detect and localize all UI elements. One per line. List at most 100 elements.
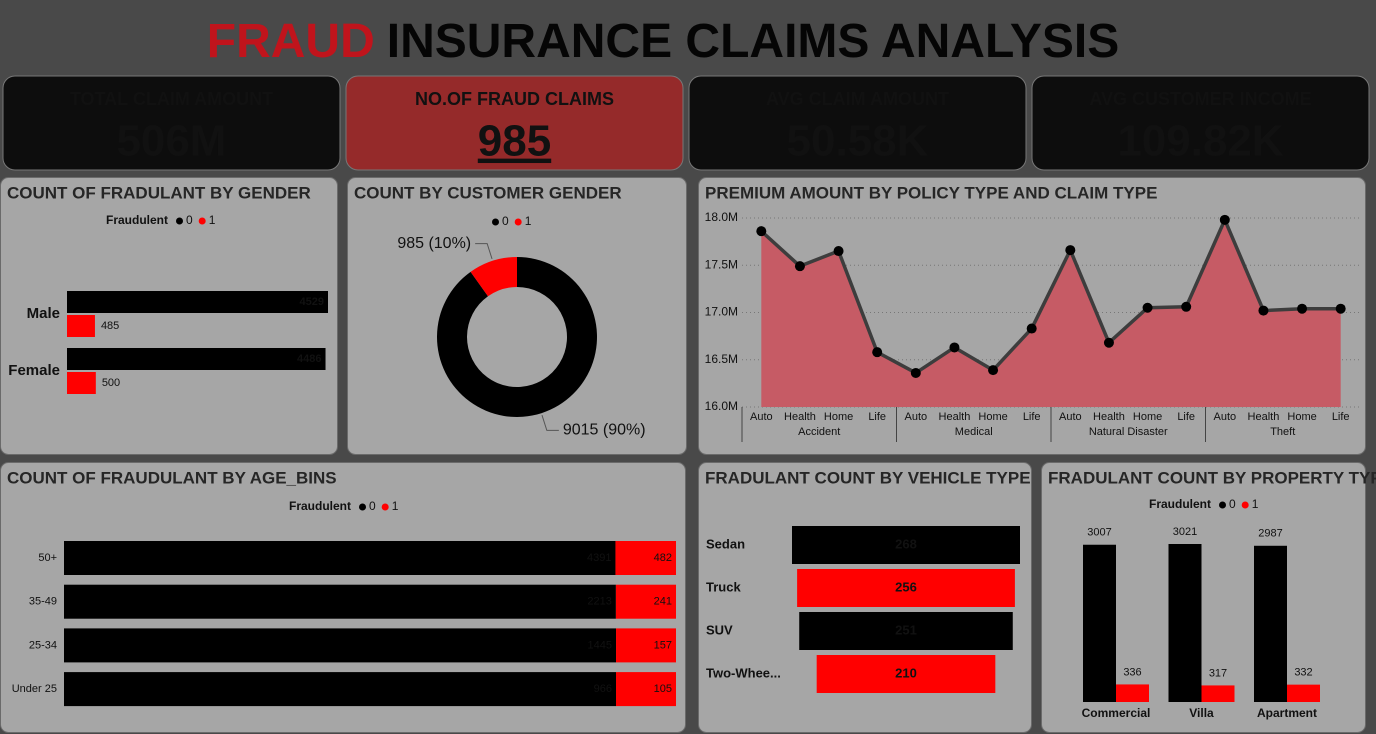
bar [1254,545,1287,702]
bar [67,348,326,370]
category-label: 35-49 [29,596,57,608]
data-label: 482 [654,552,672,564]
legend-label: 1 [392,499,399,513]
x-tick-label: Life [1023,411,1041,423]
funnel-bar [792,526,1020,564]
data-label: 3021 [1173,526,1197,538]
y-tick-label: 18.0M [705,210,738,224]
data-label: 336 [1123,666,1141,678]
x-tick-label: Apartment [1257,706,1317,720]
marker [1258,305,1269,316]
legend-label: 0 [502,214,509,228]
group-label: Theft [1270,426,1295,438]
category-label: 50+ [38,552,57,564]
funnel-bar [799,612,1013,650]
kpi-value: 109.82K [1117,117,1284,166]
bar [1287,684,1320,702]
group-label: Natural Disaster [1089,426,1168,438]
marker [1297,303,1308,314]
marker [1335,303,1346,314]
bar-segment [64,541,616,575]
category-label: Under 25 [12,683,57,695]
bar [1083,544,1116,702]
legend-title: Fraudulent [106,213,168,227]
kpi-card [2,75,341,171]
data-label: 210 [895,665,917,680]
marker [1219,214,1230,225]
legend-label: 0 [369,499,376,513]
y-tick-label: 17.0M [705,305,738,319]
leader-line [541,414,559,431]
legend-dot [492,218,499,226]
data-label: 157 [654,639,672,651]
data-label: 500 [102,377,120,389]
marker [949,342,960,353]
title-highlight: FRAUD [207,15,375,68]
legend-label: 1 [1252,497,1259,511]
bar-segment [615,584,676,619]
marker [794,261,805,272]
data-label: 105 [654,683,672,695]
legend-dot [1241,501,1249,509]
y-tick-label: 17.5M [705,257,738,271]
x-tick-label: Health [784,411,816,423]
bar [1116,684,1149,702]
line [760,218,1341,375]
category-label: 25-34 [29,639,57,651]
bar-segment [616,628,676,663]
bar [1201,685,1235,702]
chart-title: FRADULANT COUNT BY PROPERTY TYPE [1048,468,1376,487]
x-tick-label: Home [1287,411,1316,423]
panel [347,177,687,455]
marker [833,246,844,257]
x-tick-label: Home [824,411,853,423]
group-label: Accident [798,426,840,438]
x-tick-label: Home [1133,411,1162,423]
bar-segment [64,672,616,707]
legend-dot [198,217,206,225]
x-tick-label: Home [978,411,1007,423]
legend-label: 0 [186,213,193,227]
bar [67,372,96,394]
kpi-card [345,75,684,171]
data-label: 2213 [587,596,611,608]
bar [67,315,95,337]
title-text: INSURANCE CLAIMS ANALYSIS [387,15,1120,68]
area [761,219,1341,407]
marker [988,365,999,376]
group-label: Medical [955,426,993,438]
chart-title: COUNT BY CUSTOMER GENDER [354,183,622,202]
x-tick-label: Life [1177,411,1195,423]
x-tick-label: Life [868,411,886,423]
data-label: 985 (10%) [397,235,471,252]
legend-title: Fraudulent [289,499,351,513]
marker [1065,245,1076,256]
chart-title: FRADULANT COUNT BY VEHICLE TYPE [705,468,1031,487]
legend-dot [514,218,522,226]
kpi-value: 985 [478,117,551,166]
bar-segment [64,584,616,619]
x-tick-label: Commercial [1082,706,1151,720]
data-label: 966 [594,683,612,695]
data-label: 485 [101,320,119,332]
marker [756,226,767,237]
data-label: 332 [1294,667,1312,679]
kpi-label: TOTAL CLAIM AMOUNT [70,89,273,109]
legend-label: 1 [209,213,216,227]
funnel-bar [816,655,996,693]
data-label: 251 [895,622,917,637]
marker [872,347,883,358]
data-label: 3007 [1087,527,1111,539]
category-label: Two-Whee... [706,665,781,680]
y-tick-label: 16.5M [705,352,738,366]
legend-label: 0 [1229,497,1236,511]
x-tick-label: Health [1248,411,1280,423]
data-label: 2987 [1258,528,1282,540]
category-label: Sedan [706,536,745,551]
data-label: 317 [1209,667,1227,679]
category-label: Male [27,305,60,322]
bar-segment [616,672,676,707]
data-label: 4486 [297,353,321,365]
marker [1103,337,1114,348]
